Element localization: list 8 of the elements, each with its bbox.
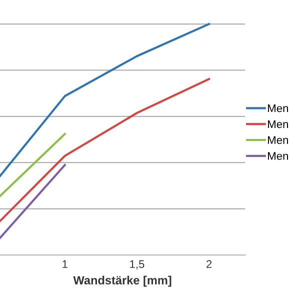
- legend-label: Men: [268, 136, 288, 144]
- legend-label: Men: [268, 104, 288, 112]
- x-tick-label: 2: [206, 260, 212, 268]
- legend-label: Men: [268, 120, 288, 128]
- x-tick-label: 1,5: [130, 260, 144, 270]
- legend-label: Men: [268, 152, 288, 160]
- x-tick-label: 1: [62, 260, 68, 268]
- x-axis-title: Wandstärke [mm]: [73, 276, 172, 287]
